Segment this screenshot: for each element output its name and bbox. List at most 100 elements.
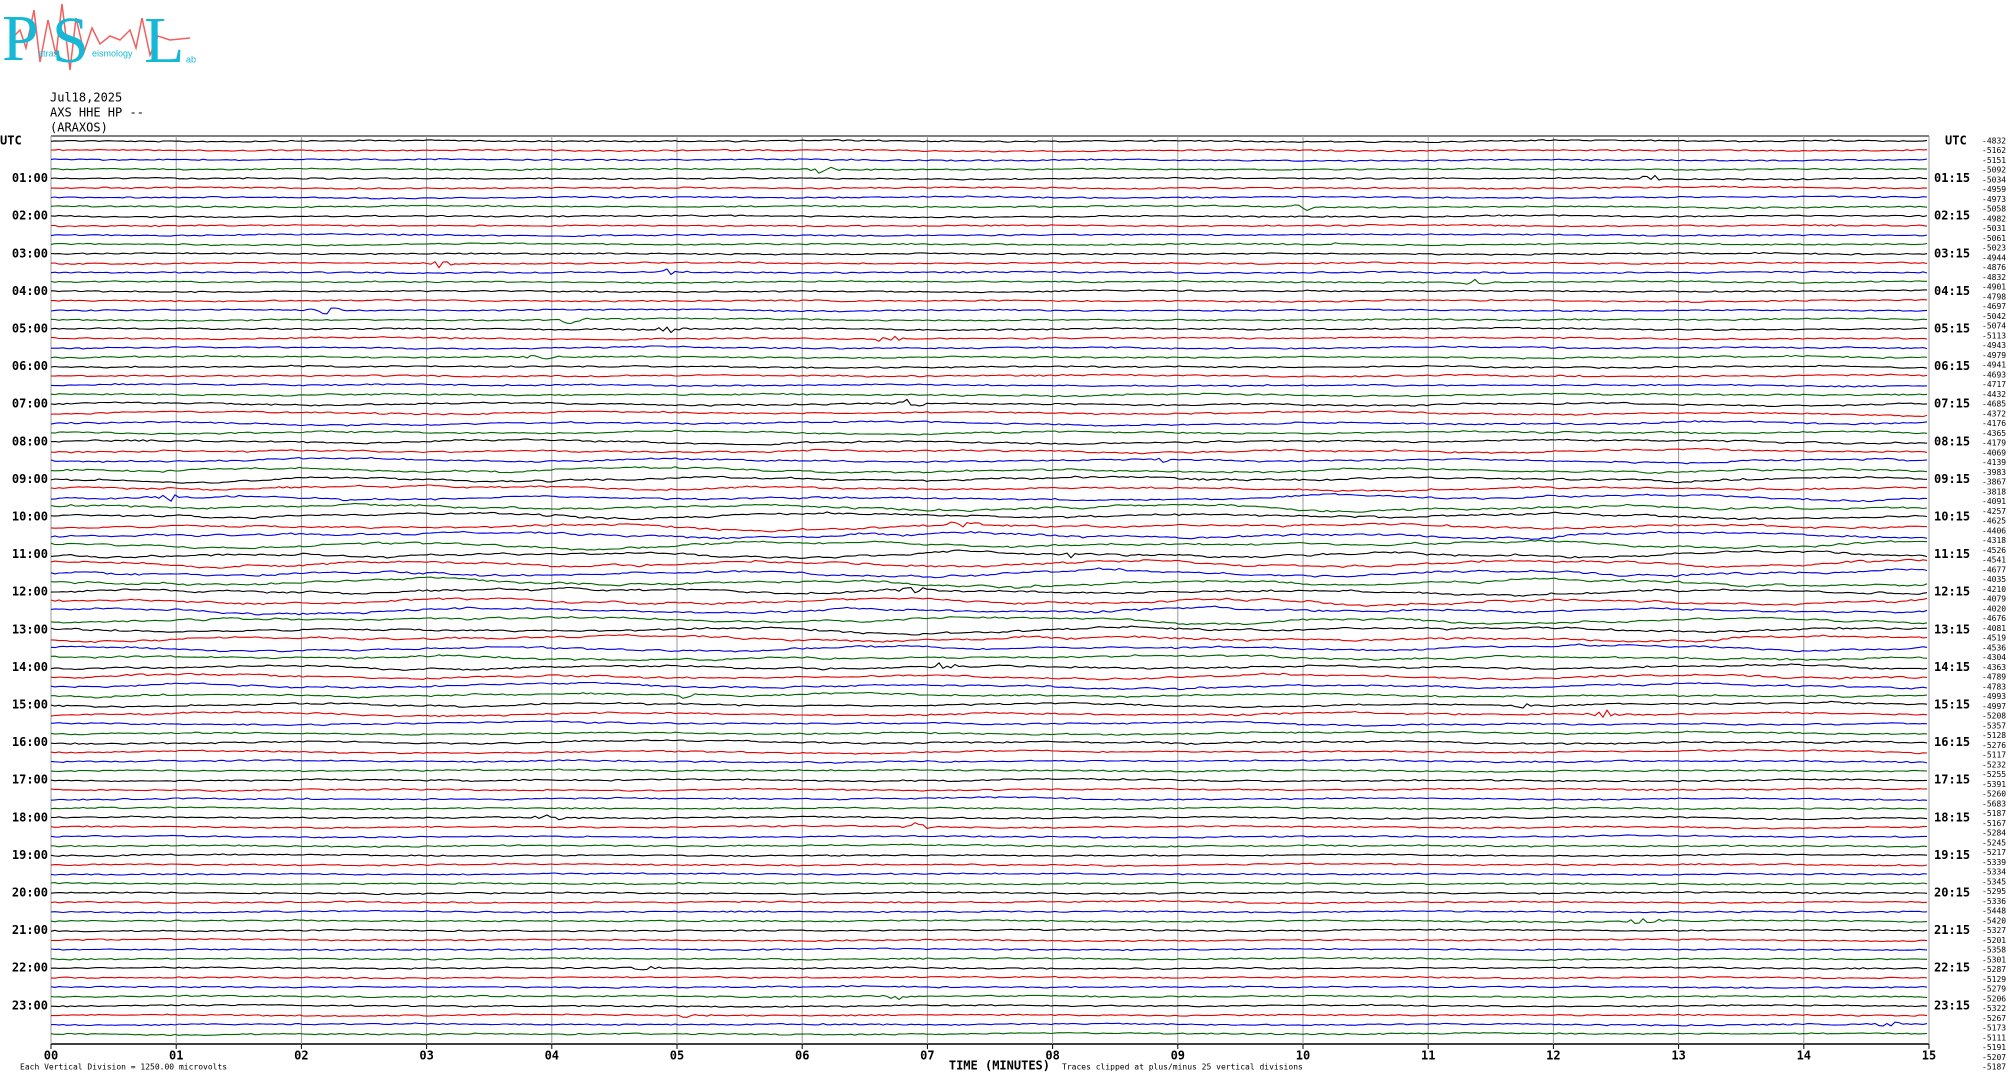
trace-offset: -5260	[1982, 790, 2006, 799]
trace	[50, 605, 1928, 616]
hour-label: 03:15	[1934, 246, 1970, 260]
trace	[50, 777, 1928, 783]
footer-left: Each Vertical Division = 1250.00 microvo…	[20, 1063, 227, 1072]
trace-offset: -5336	[1982, 897, 2006, 906]
trace	[51, 345, 1928, 350]
trace	[50, 438, 1928, 446]
trace	[50, 335, 1928, 342]
trace-offset: -4365	[1982, 429, 2006, 438]
hour-label: 04:00	[12, 284, 48, 298]
station: AXS HHE HP --	[50, 106, 144, 120]
trace-offset: -4941	[1982, 361, 2006, 370]
trace	[50, 174, 1928, 181]
trace	[50, 918, 1928, 924]
trace-offset: -5167	[1982, 819, 2006, 828]
trace	[50, 549, 1928, 559]
trace	[50, 843, 1928, 848]
trace-offset: -4697	[1982, 302, 2006, 311]
trace	[50, 654, 1928, 662]
trace	[50, 720, 1928, 727]
hour-label: 21:00	[12, 923, 48, 937]
hour-label: 04:15	[1934, 284, 1970, 298]
hour-label: 05:15	[1934, 322, 1970, 336]
logo-letter: P	[2, 2, 39, 75]
trace	[50, 938, 1928, 943]
trace	[50, 730, 1928, 736]
hour-label: 22:00	[12, 961, 48, 975]
trace-offset: -4944	[1982, 253, 2006, 262]
x-tick-label: 14	[1797, 1049, 1811, 1063]
trace	[50, 709, 1928, 719]
hour-label: 10:00	[12, 510, 48, 524]
trace	[50, 195, 1928, 200]
trace-offset: -4139	[1982, 458, 2006, 467]
trace-offset: -4069	[1982, 448, 2006, 457]
hour-label: 16:00	[12, 735, 48, 749]
trace	[50, 326, 1928, 334]
trace-offset: -4210	[1982, 585, 2006, 594]
footer-right: Traces clipped at plus/minus 25 vertical…	[1062, 1063, 1303, 1072]
trace	[50, 768, 1928, 773]
hour-label: 17:15	[1934, 773, 1970, 787]
trace-offset: -4982	[1982, 214, 2006, 223]
x-tick-label: 13	[1671, 1049, 1685, 1063]
hour-label: 23:00	[12, 998, 48, 1012]
trace-offset: -5295	[1982, 887, 2006, 896]
trace-offset: -5092	[1982, 166, 2006, 175]
trace-offset: -5042	[1982, 312, 2006, 321]
trace	[50, 749, 1928, 755]
trace-offset: -4432	[1982, 390, 2006, 399]
x-tick-label: 08	[1045, 1049, 1059, 1063]
x-tick-label: 15	[1922, 1049, 1936, 1063]
trace	[50, 317, 1928, 325]
trace-offset: -5301	[1982, 955, 2006, 964]
trace	[50, 502, 1928, 513]
trace-offset: -5279	[1982, 985, 2006, 994]
x-tick-label: 00	[44, 1049, 58, 1063]
trace-offset: -5187	[1982, 809, 2006, 818]
trace	[50, 148, 1928, 153]
trace-offset: -4304	[1982, 653, 2006, 662]
hour-label: 18:15	[1934, 810, 1970, 824]
trace	[50, 672, 1928, 681]
trace	[50, 994, 1928, 1001]
trace	[50, 456, 1928, 465]
trace	[50, 1021, 1928, 1027]
trace	[50, 796, 1928, 802]
trace-offset: -5232	[1982, 760, 2006, 769]
trace	[50, 881, 1928, 886]
hour-label: 18:00	[12, 810, 48, 824]
trace-offset: -4406	[1982, 526, 2006, 535]
trace	[50, 616, 1928, 626]
hour-label: 09:00	[12, 472, 48, 486]
traces	[50, 139, 1928, 1036]
trace	[50, 364, 1928, 369]
trace-offset: -5420	[1982, 916, 2006, 925]
logo-word: eismology	[92, 48, 133, 58]
hour-label: 07:00	[12, 397, 48, 411]
trace	[50, 586, 1928, 597]
trace-offset: -5448	[1982, 907, 2006, 916]
trace-offset: -5206	[1982, 994, 2006, 1003]
trace-offset: -4372	[1982, 409, 2006, 418]
hour-label: 15:00	[12, 698, 48, 712]
trace	[50, 567, 1928, 579]
hour-label: 03:00	[12, 246, 48, 260]
trace-offset: -5327	[1982, 926, 2006, 935]
trace-offset: -5276	[1982, 741, 2006, 750]
trace	[50, 289, 1927, 294]
hour-label: 19:00	[12, 848, 48, 862]
x-tick-label: 04	[545, 1049, 559, 1063]
trace	[50, 700, 1928, 709]
logo-squiggle	[9, 3, 191, 71]
trace	[50, 965, 1928, 971]
trace-offset: -4536	[1982, 643, 2006, 652]
trace	[50, 475, 1928, 484]
trace-offset: -4079	[1982, 595, 2006, 604]
trace	[50, 139, 1928, 144]
trace-offset: -5357	[1982, 721, 2006, 730]
trace-offset: -5117	[1982, 751, 2006, 760]
trace-offset: -5162	[1982, 146, 2006, 155]
trace-offset: -5245	[1982, 838, 2006, 847]
trace	[50, 268, 1928, 276]
